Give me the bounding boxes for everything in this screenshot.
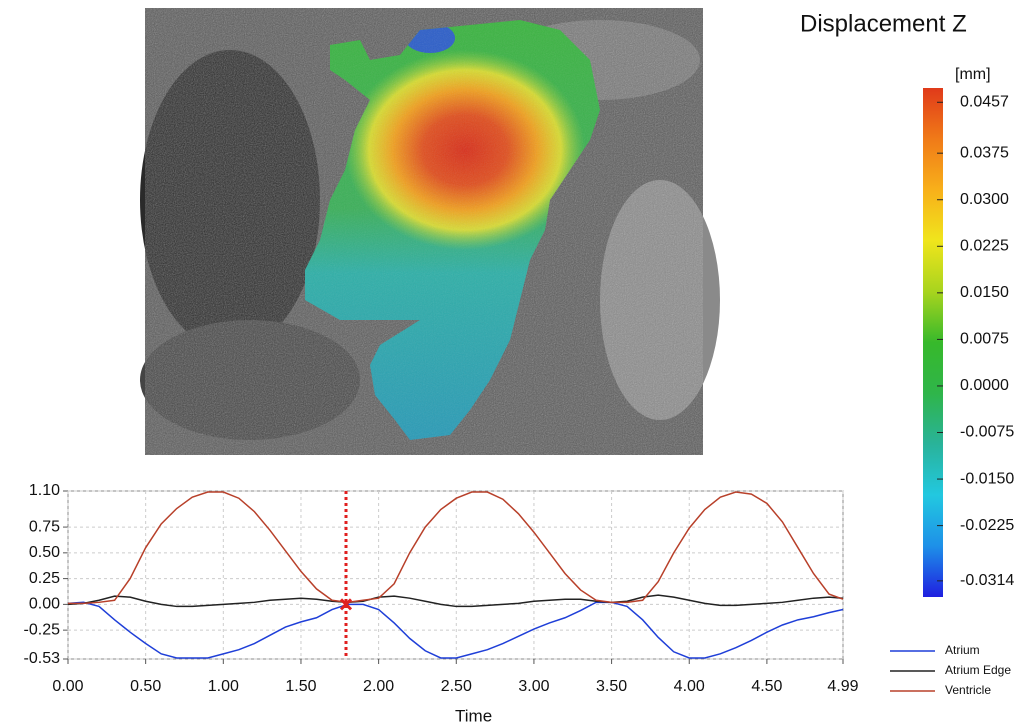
colorbar-unit: [mm] xyxy=(955,66,991,83)
x-tick-label: 4.00 xyxy=(674,678,705,695)
y-tick-label: 0.25 xyxy=(29,570,60,587)
colorbar-tick-label: -0.0150 xyxy=(960,470,1014,487)
legend-label: Ventricle xyxy=(945,683,991,697)
x-tick-label: 2.00 xyxy=(363,678,394,695)
colorbar-tick-label: 0.0075 xyxy=(960,331,1009,348)
x-tick-label: 2.50 xyxy=(441,678,472,695)
x-tick-label: 0.00 xyxy=(52,678,83,695)
colorbar-tick-label: -0.0314 xyxy=(960,572,1014,589)
colorbar-tick-label: 0.0300 xyxy=(960,191,1009,208)
x-tick-label: 0.50 xyxy=(130,678,161,695)
legend-label: Atrium xyxy=(945,643,980,657)
x-tick-label: 3.50 xyxy=(596,678,627,695)
colorbar-tick-label: -0.0225 xyxy=(960,517,1014,534)
colorbar-tick-label: -0.0075 xyxy=(960,424,1014,441)
colorbar-title: Displacement Z xyxy=(800,10,967,37)
y-tick-label: 0.00 xyxy=(29,596,60,613)
camera-image xyxy=(140,8,720,455)
y-tick-label: 0.50 xyxy=(29,544,60,561)
screen: Displacement Z [mm] Time 0.0457 0.0375 0.0… xyxy=(0,0,1030,727)
x-tick-label: 4.50 xyxy=(751,678,782,695)
x-tick-label: 1.00 xyxy=(208,678,239,695)
x-axis-label: Time xyxy=(455,706,492,725)
x-tick-label: 1.50 xyxy=(285,678,316,695)
x-tick-label: 3.00 xyxy=(518,678,549,695)
colorbar-tick-label: 0.0000 xyxy=(960,377,1009,394)
colorbar-tick-label: 0.0225 xyxy=(960,238,1009,255)
colorbar-tick-label: 0.0457 xyxy=(960,93,1009,110)
legend-label: Atrium Edge xyxy=(945,663,1011,677)
y-tick-label: 0.75 xyxy=(29,518,60,535)
y-tick-label: 1.10 xyxy=(29,482,60,499)
colorbar xyxy=(923,88,943,597)
colorbar-tick-label: 0.0375 xyxy=(960,144,1009,161)
plot-area xyxy=(68,491,843,659)
y-tick-label: -0.53 xyxy=(24,650,61,667)
colorbar-tick-label: 0.0150 xyxy=(960,284,1009,301)
x-tick-label: 4.99 xyxy=(827,678,858,695)
y-tick-label: -0.25 xyxy=(24,621,61,638)
